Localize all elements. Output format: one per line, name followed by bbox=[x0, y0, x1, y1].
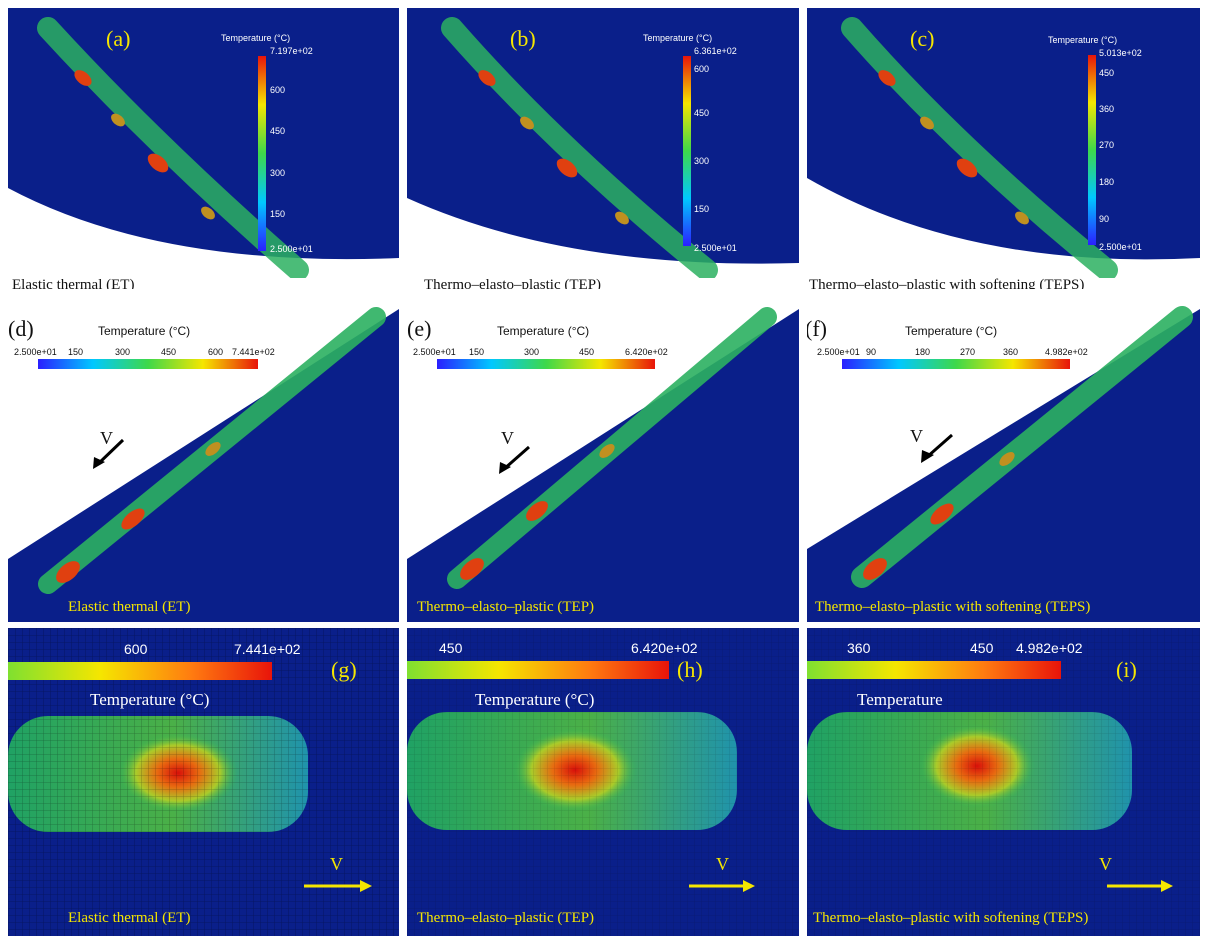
panel-d-tick-2: 450 bbox=[161, 347, 177, 357]
panel-d-tick-3: 600 bbox=[208, 347, 224, 357]
panel-g-plot bbox=[8, 628, 399, 936]
panel-b-label: (b) bbox=[510, 26, 536, 51]
panel-f-velocity-label: V bbox=[910, 426, 923, 446]
panel-f-tick-1: 180 bbox=[915, 347, 931, 357]
panel-i-label: (i) bbox=[1116, 657, 1137, 682]
panel-e-min: 2.500e+01 bbox=[413, 347, 456, 357]
panel-f-caption: Thermo–elasto–plastic with softening (TE… bbox=[815, 599, 1091, 615]
panel-a-plot bbox=[8, 17, 399, 278]
panel-h-tick: 450 bbox=[439, 640, 463, 656]
panel-e-plot bbox=[407, 289, 799, 589]
panel-i-tick-1: 360 bbox=[847, 640, 871, 656]
panel-d-tick-1: 300 bbox=[115, 347, 131, 357]
panel-f-min: 2.500e+01 bbox=[817, 347, 860, 357]
panel-a-min: 2.500e+01 bbox=[270, 244, 313, 254]
panel-d-max: 7.441e+02 bbox=[232, 347, 275, 357]
panel-c-tick-4: 90 bbox=[1099, 214, 1110, 224]
panel-c-tick-3: 180 bbox=[1099, 177, 1115, 187]
panel-f-label: (f) bbox=[807, 316, 827, 341]
panel-f-max: 4.982e+02 bbox=[1045, 347, 1088, 357]
panel-h-caption: Thermo–elasto–plastic (TEP) bbox=[417, 910, 595, 926]
panel-d-label: (d) bbox=[8, 316, 34, 341]
panel-c-min: 2.500e+01 bbox=[1099, 242, 1142, 252]
panel-f-tick-3: 360 bbox=[1003, 347, 1019, 357]
panel-g-label: (g) bbox=[331, 657, 357, 682]
panel-b-tick-3: 150 bbox=[694, 204, 710, 214]
panel-b-tick-2: 300 bbox=[694, 156, 710, 166]
panel-b-max: 6.361e+02 bbox=[694, 46, 737, 56]
panel-d-velocity-label: V bbox=[100, 428, 113, 448]
panel-a-tick-0: 600 bbox=[270, 85, 286, 95]
panel-f-tick-2: 270 bbox=[960, 347, 976, 357]
panel-c-tick-1: 360 bbox=[1099, 104, 1115, 114]
panel-c: (c) Temperature (°C) 5.013e+02 450 360 2… bbox=[807, 8, 1200, 278]
panel-h-velocity-label: V bbox=[716, 854, 729, 874]
panel-i-caption: Thermo–elasto–plastic with softening (TE… bbox=[813, 910, 1089, 926]
panel-b-plot bbox=[407, 17, 799, 278]
panel-a-tick-1: 450 bbox=[270, 126, 286, 136]
panel-f: (f) Temperature (°C) 2.500e+01 90 180 27… bbox=[807, 289, 1200, 622]
panel-i-legend-title: Temperature bbox=[857, 690, 943, 709]
panel-i: 360 450 4.982e+02 (i) Temperature V Ther… bbox=[807, 628, 1200, 936]
panel-e-tick-1: 300 bbox=[524, 347, 540, 357]
panel-e-label: (e) bbox=[407, 316, 432, 341]
panel-b-tick-0: 600 bbox=[694, 64, 710, 74]
panel-i-max: 4.982e+02 bbox=[1016, 640, 1083, 656]
panel-d-legend-title: Temperature (°C) bbox=[98, 324, 191, 338]
panel-d-min: 2.500e+01 bbox=[14, 347, 57, 357]
panel-h-plot bbox=[407, 628, 799, 936]
panel-c-tick-2: 270 bbox=[1099, 140, 1115, 150]
panel-b: (b) Temperature (°C) 6.361e+02 600 450 3… bbox=[407, 8, 799, 278]
panel-f-tick-0: 90 bbox=[866, 347, 877, 357]
panel-g: 600 7.441e+02 (g) Temperature (°C) V Ela… bbox=[8, 628, 399, 936]
panel-a-max: 7.197e+02 bbox=[270, 46, 313, 56]
panel-d-tick-0: 150 bbox=[68, 347, 84, 357]
panel-c-tick-0: 450 bbox=[1099, 68, 1115, 78]
panel-g-tick: 600 bbox=[124, 641, 148, 657]
panel-e-tick-2: 450 bbox=[579, 347, 595, 357]
panel-g-velocity-label: V bbox=[330, 854, 343, 874]
panel-e-max: 6.420e+02 bbox=[625, 347, 668, 357]
panel-e-tick-0: 150 bbox=[469, 347, 485, 357]
panel-e: (e) Temperature (°C) 2.500e+01 150 300 4… bbox=[407, 289, 799, 622]
panel-d-caption: Elastic thermal (ET) bbox=[68, 599, 191, 615]
panel-b-legend-title: Temperature (°C) bbox=[643, 33, 713, 43]
panel-h: 450 6.420e+02 (h) Temperature (°C) V The… bbox=[407, 628, 799, 936]
panel-e-caption: Thermo–elasto–plastic (TEP) bbox=[417, 599, 595, 615]
panel-g-max: 7.441e+02 bbox=[234, 641, 301, 657]
panel-g-legend-title: Temperature (°C) bbox=[90, 690, 210, 709]
panel-c-label: (c) bbox=[910, 26, 935, 51]
panel-b-tick-1: 450 bbox=[694, 108, 710, 118]
panel-c-legend-title: Temperature (°C) bbox=[1048, 35, 1118, 45]
panel-f-legend-title: Temperature (°C) bbox=[905, 324, 998, 338]
panel-c-max: 5.013e+02 bbox=[1099, 48, 1142, 58]
panel-a-tick-3: 150 bbox=[270, 209, 286, 219]
panel-a-label: (a) bbox=[106, 26, 131, 51]
panel-e-legend-title: Temperature (°C) bbox=[497, 324, 590, 338]
panel-a-tick-2: 300 bbox=[270, 168, 286, 178]
panel-e-velocity-label: V bbox=[501, 428, 514, 448]
panel-h-label: (h) bbox=[677, 657, 703, 682]
panel-i-velocity-label: V bbox=[1099, 854, 1112, 874]
panel-i-tick-2: 450 bbox=[970, 640, 994, 656]
panel-a: (a) Temperature (°C) 7.197e+02 600 450 3… bbox=[8, 8, 399, 278]
panel-c-plot bbox=[807, 17, 1200, 278]
panel-d: (d) Temperature (°C) 2.500e+01 150 300 4… bbox=[8, 289, 399, 622]
panel-h-max: 6.420e+02 bbox=[631, 640, 698, 656]
panel-d-plot bbox=[8, 289, 399, 594]
panel-b-min: 2.500e+01 bbox=[694, 243, 737, 253]
panel-h-legend-title: Temperature (°C) bbox=[475, 690, 595, 709]
panel-i-plot bbox=[807, 628, 1200, 936]
panel-g-caption: Elastic thermal (ET) bbox=[68, 910, 191, 926]
panel-f-plot bbox=[807, 289, 1200, 588]
panel-a-legend-title: Temperature (°C) bbox=[221, 33, 291, 43]
